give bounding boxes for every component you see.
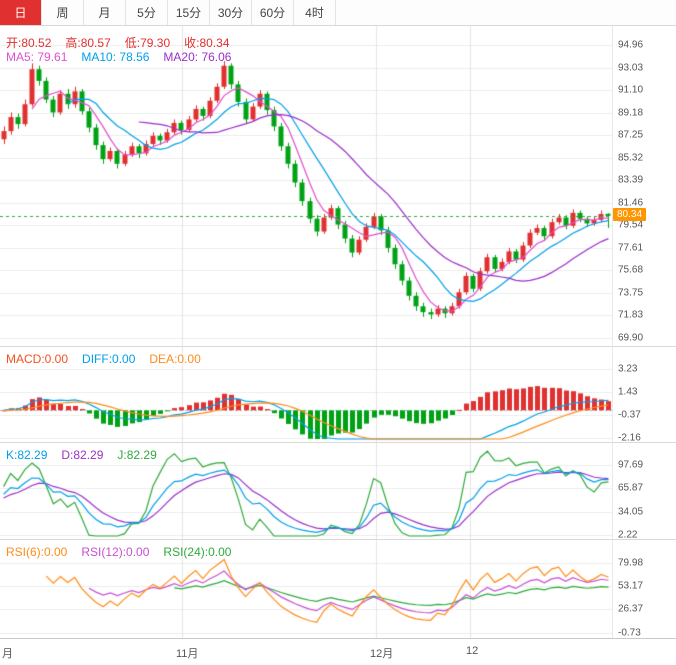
- y-tick-label: 65.87: [618, 482, 644, 494]
- macd-readout: MACD:0.00 DIFF:0.00 DEA:0.00: [6, 352, 201, 366]
- tab-周[interactable]: 周: [42, 0, 84, 25]
- readout-item: 收:80.34: [184, 36, 230, 50]
- readout-item: RSI(6):0.00: [6, 545, 68, 559]
- y-tick-label: 34.05: [618, 506, 644, 518]
- macd-canvas[interactable]: [0, 347, 612, 442]
- y-tick-label: 53.17: [618, 580, 644, 592]
- tab-60分[interactable]: 60分: [252, 0, 294, 25]
- y-tick-label: 83.39: [618, 174, 644, 186]
- y-tick-label: 87.25: [618, 129, 644, 141]
- rsi-axis: 79.98 53.17 26.37 -0.73: [612, 540, 676, 639]
- ohlc-readout: 开:80.52 高:80.57 低:79.30 收:80.34: [6, 34, 230, 51]
- x-tick-label: 11月: [176, 648, 199, 660]
- readout-item: MACD:0.00: [6, 352, 69, 366]
- tab-5分[interactable]: 5分: [126, 0, 168, 25]
- x-tick-label: 月: [2, 648, 13, 660]
- y-tick-label: 93.03: [618, 62, 644, 74]
- y-tick-label: 94.96: [618, 39, 644, 51]
- readout-item: DEA:0.00: [149, 352, 201, 366]
- macd-axis: 3.23 1.43 -0.37 -2.16: [612, 347, 676, 444]
- readout-item: K:82.29: [6, 448, 48, 462]
- y-tick-label: 97.69: [618, 459, 644, 471]
- kdj-readout: K:82.29 D:82.29 J:82.29: [6, 448, 157, 462]
- x-tick-label: 12月: [370, 648, 394, 660]
- y-tick-label: 75.68: [618, 264, 644, 276]
- rsi-readout: RSI(6):0.00 RSI(12):0.00 RSI(24):0.00: [6, 545, 231, 559]
- readout-item: 低:79.30: [124, 36, 171, 50]
- y-tick-label: 79.54: [618, 219, 644, 231]
- macd-panel: 3.23 1.43 -0.37 -2.16 MACD:0.00 DIFF:0.00 DEA…: [0, 346, 676, 444]
- kdj-canvas[interactable]: [0, 443, 612, 539]
- tab-4时[interactable]: 4时: [294, 0, 336, 25]
- readout-item: RSI(12):0.00: [81, 545, 150, 559]
- main-chart-panel: 94.96 93.03 91.10 89.18 87.25 85.32 83.39 81.46…: [0, 26, 676, 346]
- y-tick-label: 71.83: [618, 309, 644, 321]
- ma-readout: MA5: 79.61 MA10: 78.56 MA20: 76.06: [6, 50, 231, 64]
- x-tick-label: 12: [466, 645, 479, 657]
- x-axis: 月 11月 12月 12: [0, 638, 676, 665]
- readout-item: DIFF:0.00: [82, 352, 136, 366]
- y-tick-label: -2.16: [618, 432, 641, 444]
- kdj-panel: 97.69 65.87 34.05 2.22 K:82.29 D:82.29 J:82.2…: [0, 442, 676, 541]
- last-price-tag: 80.34: [613, 207, 647, 221]
- y-tick-label: 79.98: [618, 557, 644, 569]
- y-tick-label: 91.10: [618, 84, 644, 96]
- readout-item: J:82.29: [117, 448, 157, 462]
- y-tick-label: 26.37: [618, 603, 644, 615]
- readout-item: MA10: 78.56: [81, 50, 150, 64]
- y-tick-label: 1.43: [618, 386, 638, 398]
- readout-item: 开:80.52: [6, 36, 52, 50]
- y-tick-label: 69.90: [618, 332, 644, 344]
- readout-item: MA5: 79.61: [6, 50, 68, 64]
- readout-item: D:82.29: [61, 448, 104, 462]
- tab-月[interactable]: 月: [84, 0, 126, 25]
- tab-15分[interactable]: 15分: [168, 0, 210, 25]
- readout-item: 高:80.57: [65, 36, 111, 50]
- kdj-axis: 97.69 65.87 34.05 2.22: [612, 443, 676, 541]
- y-tick-label: 85.32: [618, 152, 644, 164]
- y-tick-label: 81.46: [618, 197, 644, 209]
- y-tick-label: -0.73: [618, 627, 641, 639]
- readout-item: MA20: 76.06: [163, 50, 232, 64]
- y-tick-label: 2.22: [618, 529, 638, 541]
- tab-30分[interactable]: 30分: [210, 0, 252, 25]
- toolbar: 日周月 5分 15分 30分 60分 4时: [0, 0, 676, 26]
- readout-item: RSI(24):0.00: [163, 545, 232, 559]
- rsi-panel: 79.98 53.17 26.37 -0.73 RSI(6):0.00 RSI(12):…: [0, 539, 676, 639]
- rsi-canvas[interactable]: [0, 540, 612, 638]
- y-tick-label: -0.37: [618, 409, 641, 421]
- y-tick-label: 77.61: [618, 242, 644, 254]
- y-tick-label: 3.23: [618, 363, 638, 375]
- y-tick-label: 89.18: [618, 107, 644, 119]
- candlestick-canvas[interactable]: [0, 26, 612, 346]
- tab-日[interactable]: 日: [0, 0, 42, 25]
- main-price-axis: 94.96 93.03 91.10 89.18 87.25 85.32 83.39 81.46…: [612, 26, 676, 346]
- y-tick-label: 73.75: [618, 287, 644, 299]
